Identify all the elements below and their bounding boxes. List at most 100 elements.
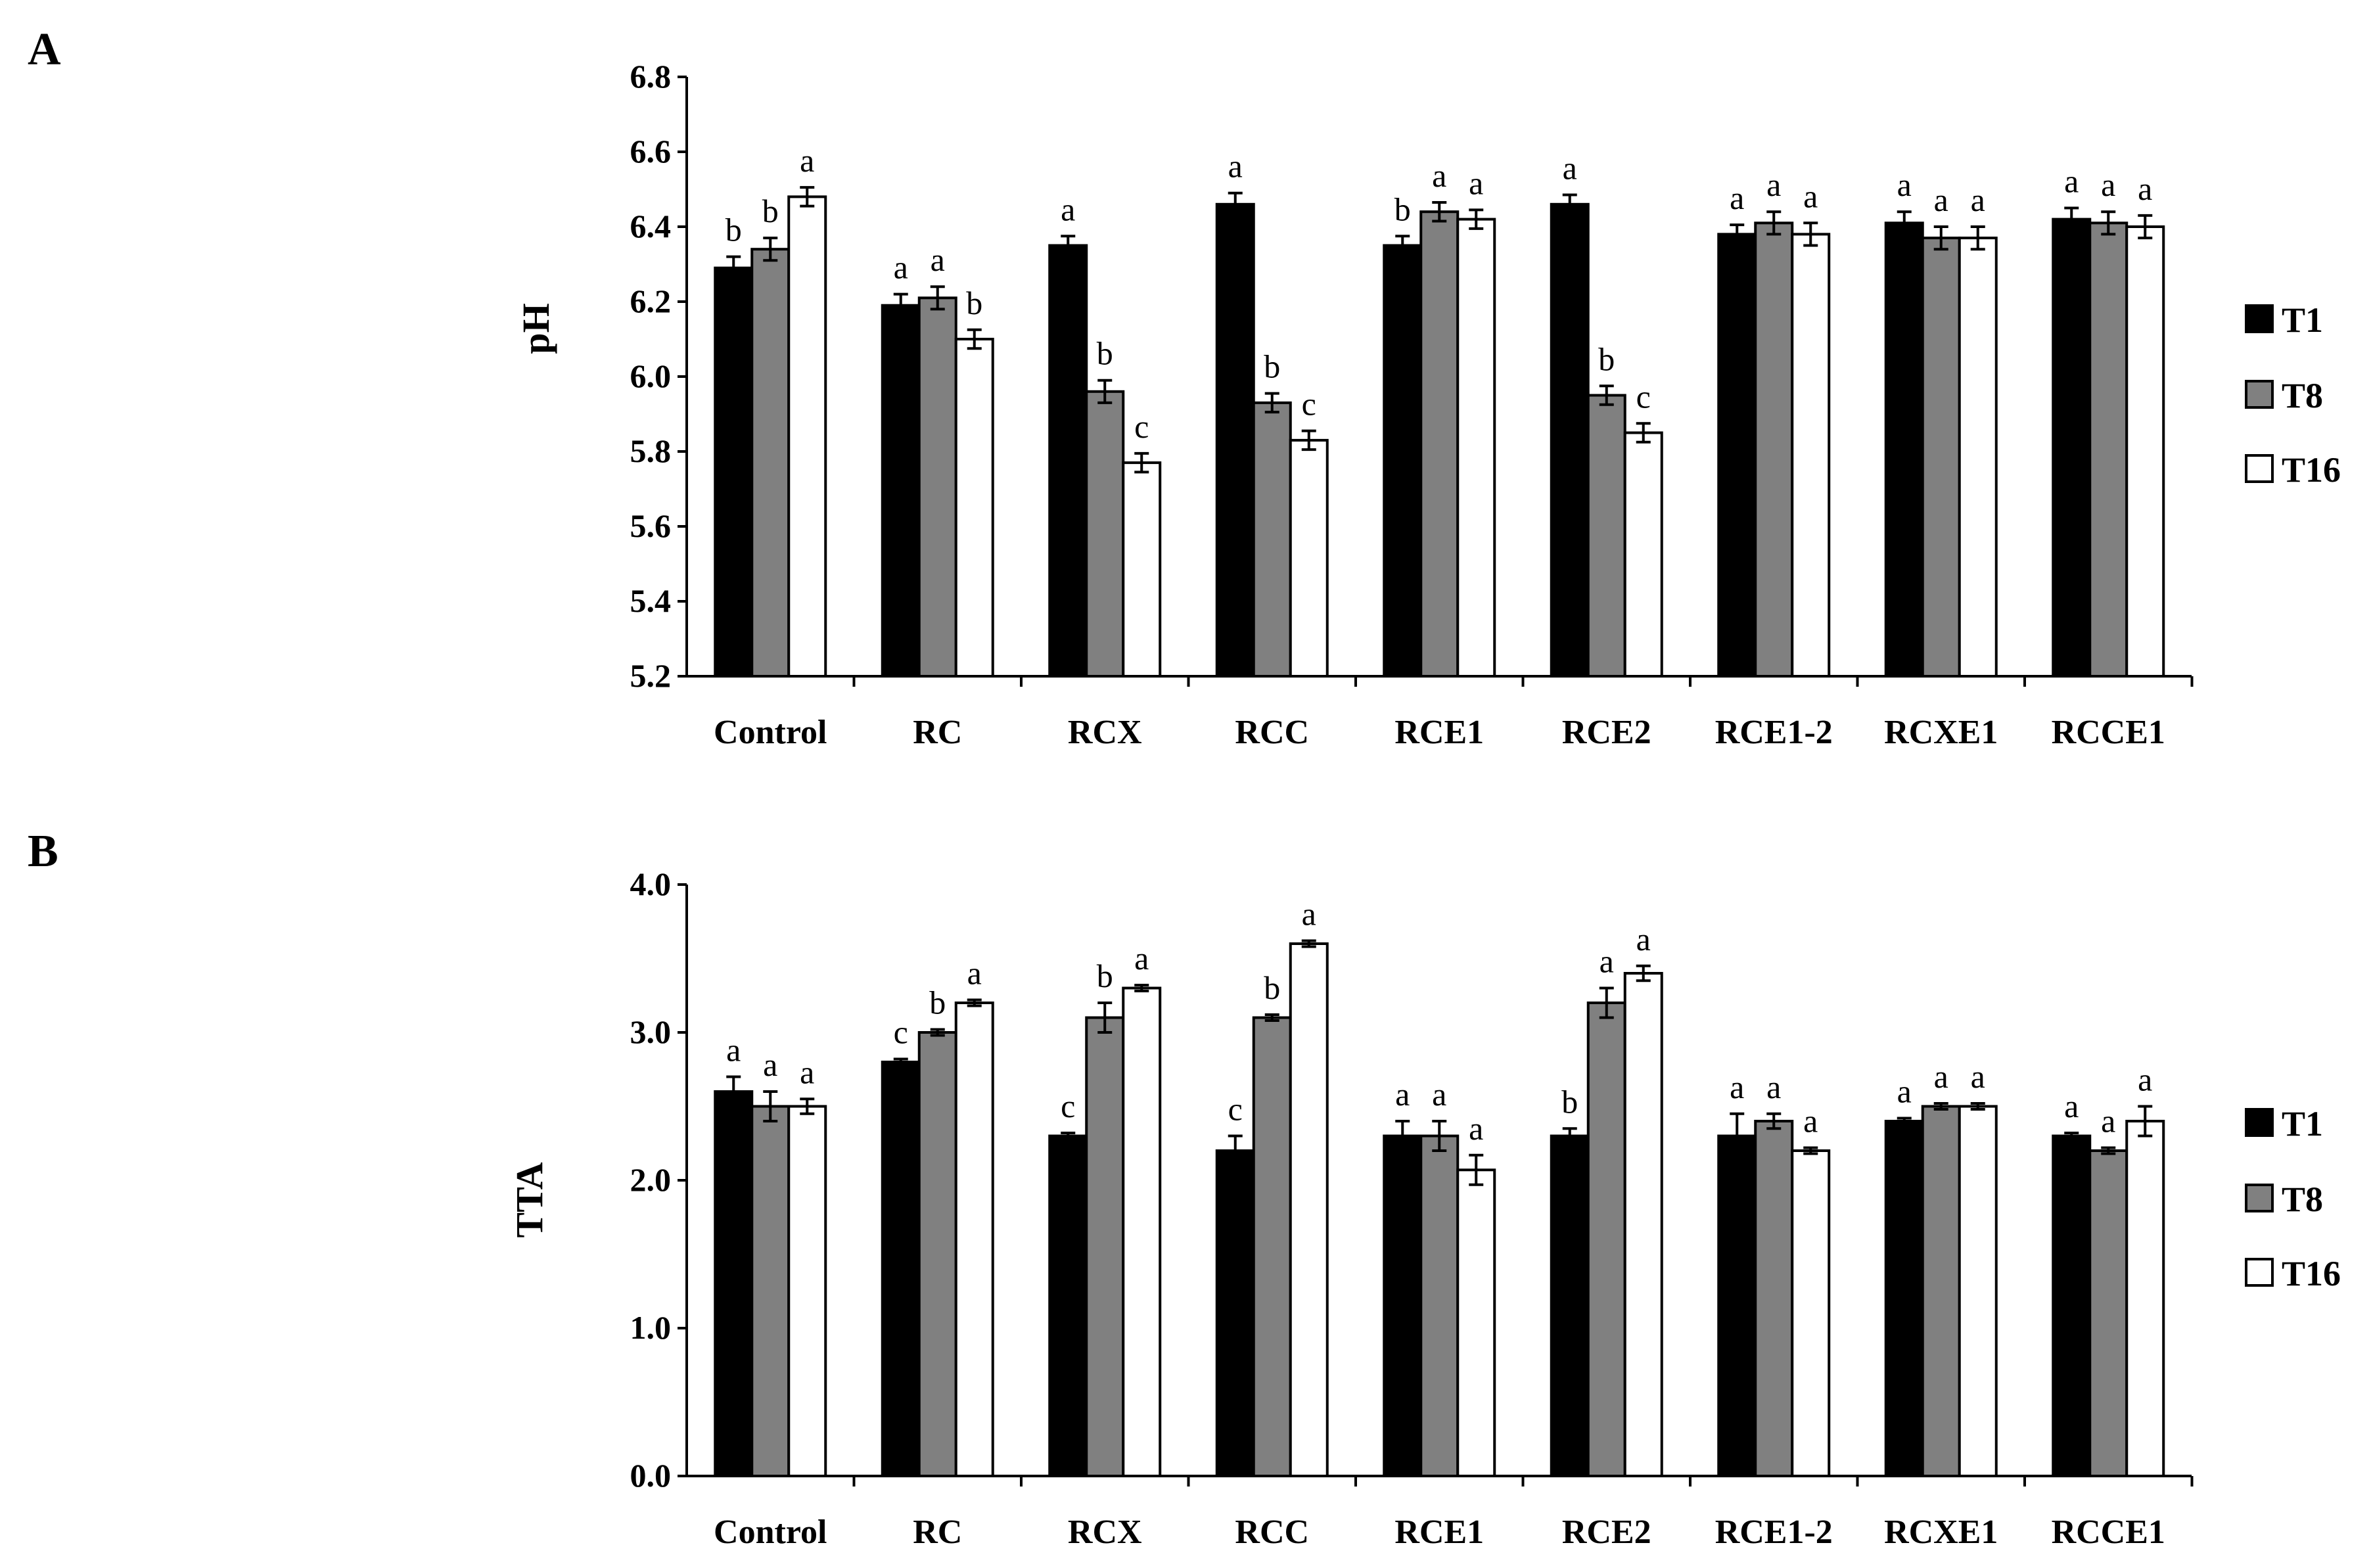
legend-label-T16: T16 bbox=[2282, 1254, 2341, 1293]
y-tick-label: 4.0 bbox=[630, 865, 672, 902]
x-tick-label: RCC bbox=[1235, 714, 1309, 751]
significance-letter: a bbox=[1730, 1069, 1744, 1105]
significance-letter: a bbox=[894, 249, 908, 286]
significance-letter: a bbox=[1766, 166, 1781, 203]
significance-letter: b bbox=[1561, 1083, 1578, 1120]
x-tick-label: RCCE1 bbox=[2052, 714, 2165, 751]
bar-T1-RCE2 bbox=[1550, 202, 1590, 678]
bar-T8-RCXE1 bbox=[1921, 237, 1961, 678]
bar-T8-RCC bbox=[1252, 401, 1292, 678]
legend-swatch-T8 bbox=[2245, 1184, 2274, 1212]
legend-swatch-T8 bbox=[2245, 380, 2274, 409]
bar-T16-RC bbox=[954, 338, 994, 678]
bar-T8-RCE2 bbox=[1586, 394, 1626, 678]
significance-letter: a bbox=[1636, 921, 1651, 957]
significance-letter: a bbox=[726, 1032, 741, 1069]
significance-letter: a bbox=[1897, 1073, 1912, 1110]
bar-T16-RCE1 bbox=[1456, 218, 1496, 678]
bar-T1-RCE1-2 bbox=[1717, 233, 1757, 678]
x-tick-label: RCE1 bbox=[1394, 714, 1484, 751]
significance-letter: b bbox=[1394, 191, 1411, 227]
significance-letter: c bbox=[1302, 386, 1316, 423]
y-tick-label: 3.0 bbox=[630, 1013, 672, 1050]
x-tick-label: RCX bbox=[1068, 714, 1142, 751]
legend-swatch-T1 bbox=[2245, 1108, 2274, 1137]
bar-T16-RCXE1 bbox=[1958, 1105, 1998, 1477]
bar-T1-RC bbox=[881, 1061, 921, 1477]
bar-T1-RCE2 bbox=[1550, 1134, 1590, 1477]
bar-T1-RCC bbox=[1215, 1149, 1255, 1477]
panel-label-B: B bbox=[28, 826, 58, 877]
y-tick-label: 5.6 bbox=[630, 507, 672, 544]
y-tick-label: 0.0 bbox=[630, 1457, 672, 1494]
significance-letter: a bbox=[1971, 181, 1985, 218]
bar-T16-RCE1-2 bbox=[1791, 233, 1831, 678]
bar-T16-RCE1 bbox=[1456, 1168, 1496, 1477]
significance-letter: c bbox=[1636, 378, 1651, 415]
bar-T8-Control bbox=[750, 248, 791, 678]
significance-letter: a bbox=[1432, 1076, 1446, 1113]
bar-T8-RCE1 bbox=[1419, 1134, 1460, 1477]
significance-letter: b bbox=[1097, 957, 1113, 994]
bar-T8-RCC bbox=[1252, 1016, 1292, 1477]
x-tick-label: RCE2 bbox=[1562, 1513, 1651, 1551]
significance-letter: a bbox=[1563, 150, 1577, 187]
legend-label-T1: T1 bbox=[2282, 1104, 2323, 1143]
significance-letter: b bbox=[1097, 335, 1113, 372]
significance-letter: b bbox=[1598, 340, 1615, 377]
significance-letter: a bbox=[2101, 1103, 2115, 1140]
bar-T16-RCE2 bbox=[1623, 972, 1663, 1477]
x-tick-label: RCC bbox=[1235, 1513, 1309, 1551]
bar-T16-RCE2 bbox=[1623, 431, 1663, 678]
significance-letter: a bbox=[2064, 1088, 2079, 1124]
bar-T8-RC bbox=[917, 296, 957, 678]
y-tick-label: 1.0 bbox=[630, 1309, 672, 1346]
y-tick-label: 6.2 bbox=[630, 283, 672, 319]
legend-swatch-T1 bbox=[2245, 304, 2274, 333]
x-tick-label: RCE1-2 bbox=[1715, 1513, 1833, 1551]
panel-label-A: A bbox=[28, 24, 61, 75]
significance-letter: b bbox=[1264, 969, 1280, 1006]
bar-T8-RCXE1 bbox=[1921, 1105, 1961, 1477]
significance-letter: a bbox=[800, 142, 814, 179]
significance-letter: a bbox=[1971, 1058, 1985, 1095]
bar-T1-RCE1-2 bbox=[1717, 1134, 1757, 1477]
significance-letter: a bbox=[2101, 166, 2115, 203]
significance-letter: c bbox=[1134, 408, 1149, 445]
bar-T8-RCE1-2 bbox=[1754, 1120, 1794, 1477]
bar-T16-RCCE1 bbox=[2125, 225, 2165, 678]
significance-letter: b bbox=[966, 285, 982, 321]
legend-label-T8: T8 bbox=[2282, 376, 2323, 415]
bar-T1-RCXE1 bbox=[1884, 1120, 1924, 1477]
x-tick-label: Control bbox=[714, 714, 827, 751]
significance-letter: b bbox=[725, 212, 742, 248]
significance-letter: b bbox=[1264, 348, 1280, 385]
significance-letter: a bbox=[1897, 166, 1912, 203]
bar-T1-RCX bbox=[1048, 244, 1088, 678]
bar-T16-RCC bbox=[1289, 438, 1329, 678]
x-tick-label: RCCE1 bbox=[2052, 1513, 2165, 1551]
significance-letter: a bbox=[967, 955, 982, 992]
bar-T1-RCE1 bbox=[1383, 1134, 1423, 1477]
legend-label-T16: T16 bbox=[2282, 450, 2341, 490]
significance-letter: a bbox=[1600, 943, 1614, 980]
x-tick-label: RCE1-2 bbox=[1715, 714, 1833, 751]
significance-letter: a bbox=[1803, 177, 1818, 214]
significance-letter: a bbox=[1302, 896, 1316, 933]
bar-T16-RCXE1 bbox=[1958, 237, 1998, 678]
bar-T8-RCCE1 bbox=[2088, 221, 2129, 678]
significance-letter: a bbox=[1134, 940, 1149, 977]
y-tick-label: 6.8 bbox=[630, 58, 672, 95]
significance-letter: a bbox=[1934, 181, 1948, 218]
y-tick-label: 2.0 bbox=[630, 1161, 672, 1198]
bar-T8-RCX bbox=[1085, 1016, 1125, 1477]
bar-T1-RCXE1 bbox=[1884, 221, 1924, 678]
bar-T8-RC bbox=[917, 1031, 957, 1477]
x-tick-label: Control bbox=[714, 1513, 827, 1551]
x-tick-label: RC bbox=[913, 1513, 962, 1551]
bar-T16-Control bbox=[787, 195, 827, 678]
bar-T8-RCCE1 bbox=[2088, 1149, 2129, 1477]
significance-letter: a bbox=[1061, 191, 1075, 227]
bar-T8-Control bbox=[750, 1105, 791, 1477]
bar-T8-RCE1 bbox=[1419, 210, 1460, 678]
